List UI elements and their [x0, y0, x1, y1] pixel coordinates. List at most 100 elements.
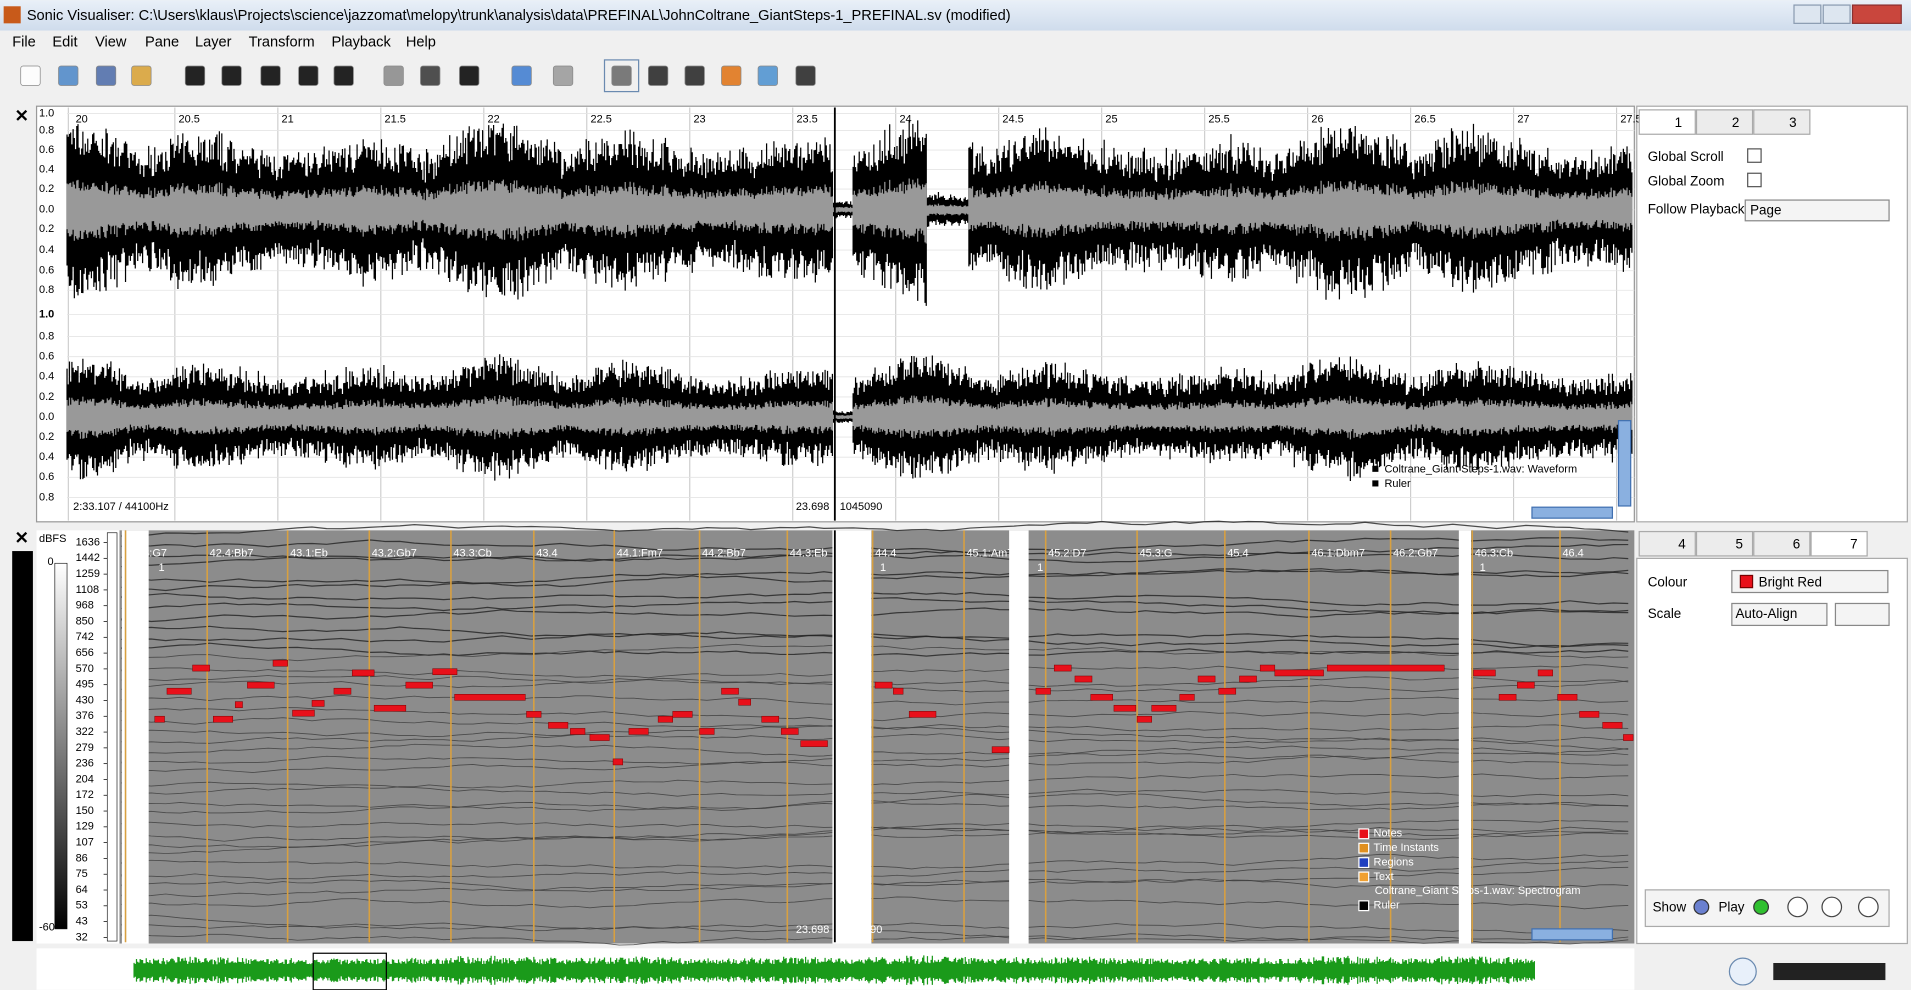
- tool-button[interactable]: [512, 66, 532, 86]
- chord-label: 44.3:Eb: [790, 547, 828, 559]
- tab[interactable]: [1754, 532, 1810, 556]
- menu-item[interactable]: Transform: [249, 35, 315, 51]
- tab[interactable]: [1639, 532, 1695, 556]
- tool-button[interactable]: [59, 66, 79, 86]
- note: [1198, 676, 1215, 682]
- show-toggle[interactable]: [1694, 900, 1709, 915]
- playhead-frame: 1045090: [840, 924, 883, 936]
- scale-label: 0.6: [39, 144, 54, 156]
- note: [406, 682, 433, 688]
- tab[interactable]: [1697, 532, 1753, 556]
- tool-button[interactable]: [612, 66, 632, 86]
- note: [1114, 705, 1136, 711]
- dropdown-value: Bright Red: [1759, 574, 1822, 589]
- note: [992, 747, 1009, 753]
- tool-button[interactable]: [758, 66, 778, 86]
- window-controls[interactable]: [1794, 5, 1901, 23]
- bar-number: 1: [158, 562, 164, 574]
- tab-label: 7: [1850, 537, 1857, 552]
- freq-label: 279: [76, 742, 94, 754]
- note: [1180, 694, 1195, 700]
- close-button[interactable]: ✕: [15, 528, 29, 547]
- note: [1219, 688, 1236, 694]
- tool-button[interactable]: [420, 66, 440, 86]
- ruler-label: 24.5: [1002, 114, 1023, 126]
- tab[interactable]: [1697, 110, 1753, 134]
- tool-button[interactable]: [796, 66, 816, 86]
- freq-label: 1108: [76, 584, 100, 596]
- note: [193, 665, 210, 671]
- note: [1275, 670, 1324, 676]
- ruler-label: 20: [76, 114, 88, 126]
- properties-top: [1637, 106, 1908, 522]
- tool-button[interactable]: [222, 66, 242, 86]
- note: [1075, 676, 1092, 682]
- knob[interactable]: [1822, 897, 1842, 917]
- tab[interactable]: [1811, 532, 1867, 556]
- freq-label: 53: [76, 900, 88, 912]
- colour-swatch: [1740, 575, 1752, 587]
- db-scale: [55, 563, 67, 929]
- freq-label: 322: [76, 726, 94, 738]
- close-button[interactable]: ✕: [15, 563, 29, 582]
- menu-item[interactable]: File: [12, 35, 36, 51]
- checkbox[interactable]: [1748, 149, 1761, 162]
- dropdown[interactable]: [1835, 603, 1889, 625]
- ruler-label: 20.5: [179, 114, 200, 126]
- menu-item[interactable]: Layer: [195, 35, 232, 51]
- chord-label: 43.2:Gb7: [372, 547, 417, 559]
- ruler-label: 26: [1311, 114, 1323, 126]
- freq-label: 172: [76, 789, 94, 801]
- freq-label: 75: [76, 868, 88, 880]
- freq-label: 742: [76, 631, 94, 643]
- tool-button[interactable]: [459, 66, 479, 86]
- knob[interactable]: [1788, 897, 1808, 917]
- menu-item[interactable]: View: [95, 35, 127, 51]
- close-button[interactable]: ✕: [15, 107, 29, 126]
- tool-button[interactable]: [261, 66, 281, 86]
- menu-item[interactable]: Help: [406, 35, 436, 51]
- note: [1538, 670, 1553, 676]
- legend-swatch: [1372, 480, 1378, 486]
- scale-label: 0.2: [39, 431, 54, 443]
- note: [781, 728, 798, 734]
- knob[interactable]: [1859, 897, 1879, 917]
- menu-item[interactable]: Playback: [332, 35, 392, 51]
- spectrogram-gap: [1459, 530, 1471, 943]
- tool-button[interactable]: [96, 66, 116, 86]
- tool-button[interactable]: [685, 66, 705, 86]
- db-bottom: -60: [39, 922, 55, 934]
- chord-label: 46.2:Gb7: [1393, 547, 1438, 559]
- tab[interactable]: [1639, 110, 1695, 134]
- tool-button[interactable]: [648, 66, 668, 86]
- note: [273, 660, 288, 666]
- note: [334, 688, 351, 694]
- toolbar: [0, 55, 1911, 99]
- tab-label: 2: [1732, 115, 1739, 130]
- tool-button[interactable]: [334, 66, 354, 86]
- tool-button[interactable]: [722, 66, 742, 86]
- ruler-label: 25: [1105, 114, 1117, 126]
- checkbox[interactable]: [1748, 173, 1761, 186]
- tool-button[interactable]: [132, 66, 152, 86]
- chord-label: 46.4: [1562, 547, 1583, 559]
- tool-button[interactable]: [185, 66, 205, 86]
- zoom-indicator: [1532, 507, 1612, 518]
- menu-item[interactable]: Pane: [145, 35, 179, 51]
- tab[interactable]: [1754, 110, 1810, 134]
- note: [1239, 676, 1256, 682]
- tool-button[interactable]: [299, 66, 319, 86]
- scale-label: 0.6: [39, 265, 54, 277]
- menu-item[interactable]: Edit: [52, 35, 77, 51]
- chord-label: 46.3:Cb: [1475, 547, 1513, 559]
- play-toggle[interactable]: [1754, 900, 1769, 915]
- tool-button[interactable]: [384, 66, 404, 86]
- tool-button[interactable]: [553, 66, 573, 86]
- note: [893, 688, 903, 694]
- tool-button[interactable]: [21, 66, 41, 86]
- note: [801, 741, 828, 747]
- db-top: 0: [48, 556, 54, 568]
- app-icon: [4, 6, 21, 23]
- ruler-label: 22.5: [590, 114, 611, 126]
- scale-label: 0.4: [39, 371, 54, 383]
